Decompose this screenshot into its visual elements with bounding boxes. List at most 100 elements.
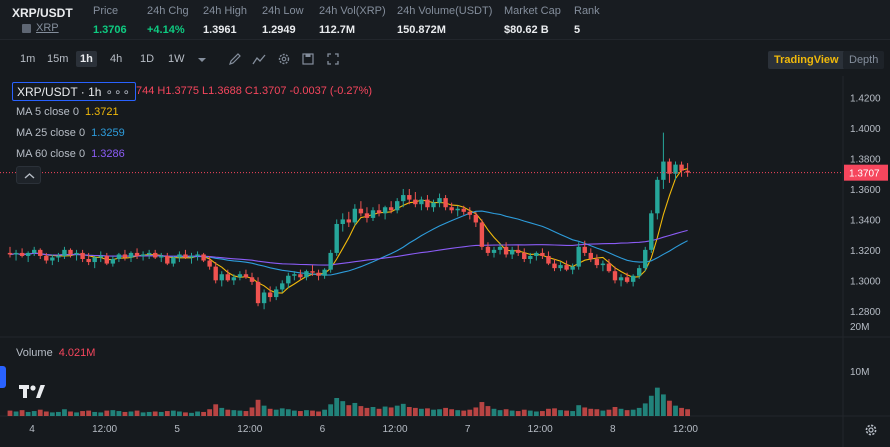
candle-body[interactable] xyxy=(576,246,581,267)
candle-body[interactable] xyxy=(165,255,170,264)
ma-legend-2[interactable]: MA 60 close 0 1.3286 xyxy=(16,148,125,160)
settings-gear-icon[interactable] xyxy=(277,52,291,66)
candle-body[interactable] xyxy=(643,249,648,269)
candle-body[interactable] xyxy=(92,257,97,263)
candle-body[interactable] xyxy=(437,198,442,203)
candle-body[interactable] xyxy=(661,161,666,180)
depth-tab[interactable]: Depth xyxy=(843,51,885,69)
candle-body[interactable] xyxy=(540,252,545,256)
candle-body[interactable] xyxy=(56,255,61,258)
candle-body[interactable] xyxy=(522,252,527,260)
candle-body[interactable] xyxy=(274,289,279,298)
candle-body[interactable] xyxy=(582,246,587,253)
timeframe-1d[interactable]: 1D xyxy=(140,53,155,65)
candle-body[interactable] xyxy=(104,255,109,264)
candle-body[interactable] xyxy=(177,254,182,258)
candle-body[interactable] xyxy=(267,292,273,298)
candle-body[interactable] xyxy=(122,254,128,258)
candle-body[interactable] xyxy=(280,283,285,290)
candle-body[interactable] xyxy=(594,259,600,266)
candle-body[interactable] xyxy=(310,271,315,273)
candle-body[interactable] xyxy=(334,223,339,253)
candle-body[interactable] xyxy=(110,259,116,264)
candle-body[interactable] xyxy=(231,277,237,281)
candle-body[interactable] xyxy=(213,266,218,281)
draw-pencil-icon[interactable] xyxy=(228,52,242,66)
ma-legend-0[interactable]: MA 5 close 0 1.3721 xyxy=(16,106,119,118)
candle-body[interactable] xyxy=(685,170,690,173)
candle-body[interactable] xyxy=(316,272,321,276)
chart-area[interactable]: 1.4200 1.4000 1.3800 1.3600 1.3400 1.3200 1.30… xyxy=(0,76,890,447)
candle-body[interactable] xyxy=(153,252,158,258)
candle-body[interactable] xyxy=(413,199,418,205)
coin-row[interactable]: XRP xyxy=(22,22,59,34)
candle-body[interactable] xyxy=(552,263,557,269)
candle-body[interactable] xyxy=(201,254,206,261)
timeframe-4h[interactable]: 4h xyxy=(110,53,123,65)
candle-body[interactable] xyxy=(340,219,345,224)
candle-body[interactable] xyxy=(485,246,491,253)
candle-body[interactable] xyxy=(564,265,569,270)
timeframe-dropdown-chevron-icon[interactable] xyxy=(195,52,209,66)
indicators-icon[interactable] xyxy=(252,52,266,66)
pair-name[interactable]: XRP/USDT xyxy=(12,6,73,20)
candle-body[interactable] xyxy=(497,246,503,250)
candle-body[interactable] xyxy=(134,252,140,256)
candle-body[interactable] xyxy=(431,202,436,208)
candle-body[interactable] xyxy=(255,281,261,304)
candle-body[interactable] xyxy=(637,268,642,276)
candle-body[interactable] xyxy=(570,266,575,270)
candle-body[interactable] xyxy=(237,274,243,278)
candle-body[interactable] xyxy=(32,249,37,253)
candle-body[interactable] xyxy=(491,249,497,253)
candle-body[interactable] xyxy=(546,255,551,264)
chart-settings-gear-icon[interactable] xyxy=(864,423,878,437)
candle-body[interactable] xyxy=(328,252,333,270)
candle-body[interactable] xyxy=(146,252,152,255)
candle-body[interactable] xyxy=(364,213,370,218)
candle-body[interactable] xyxy=(618,277,624,281)
candle-body[interactable] xyxy=(128,252,134,258)
candle-body[interactable] xyxy=(516,249,521,253)
candle-body[interactable] xyxy=(443,198,448,208)
candle-body[interactable] xyxy=(62,249,67,256)
candle-body[interactable] xyxy=(679,164,684,171)
candle-body[interactable] xyxy=(346,219,351,223)
candle-body[interactable] xyxy=(370,210,376,218)
candle-body[interactable] xyxy=(419,199,424,205)
candle-body[interactable] xyxy=(352,208,358,223)
coin-link[interactable]: XRP xyxy=(36,22,59,34)
tradingview-tab[interactable]: TradingView xyxy=(768,51,845,69)
drawing-panel-toggle[interactable] xyxy=(0,366,6,388)
candle-body[interactable] xyxy=(503,246,509,255)
collapse-legend-button[interactable] xyxy=(16,166,41,184)
candle-body[interactable] xyxy=(612,271,618,281)
candle-body[interactable] xyxy=(195,254,200,256)
candle-body[interactable] xyxy=(479,222,485,247)
candle-body[interactable] xyxy=(395,201,400,211)
candle-body[interactable] xyxy=(189,255,194,258)
more-options-icon[interactable]: ∘∘∘ xyxy=(105,85,132,99)
save-icon[interactable] xyxy=(301,52,315,66)
candle-body[interactable] xyxy=(159,255,164,258)
candle-body[interactable] xyxy=(388,207,394,211)
candle-body[interactable] xyxy=(655,179,660,214)
candle-body[interactable] xyxy=(606,263,612,272)
timeframe-1w[interactable]: 1W xyxy=(168,53,185,65)
candle-body[interactable] xyxy=(376,210,382,214)
candle-body[interactable] xyxy=(50,257,55,261)
candle-body[interactable] xyxy=(68,249,73,255)
candle-body[interactable] xyxy=(292,274,297,276)
candle-body[interactable] xyxy=(558,265,563,269)
candle-body[interactable] xyxy=(298,274,303,278)
candle-body[interactable] xyxy=(358,208,364,214)
legend-symbol[interactable]: XRP/USDT · 1h ∘∘∘ xyxy=(12,82,137,101)
candle-body[interactable] xyxy=(286,275,291,284)
candle-body[interactable] xyxy=(600,263,606,266)
candle-body[interactable] xyxy=(528,255,533,260)
candle-body[interactable] xyxy=(630,275,636,282)
candle-body[interactable] xyxy=(140,254,146,256)
candle-body[interactable] xyxy=(86,259,91,263)
candle-body[interactable] xyxy=(509,249,515,255)
candle-body[interactable] xyxy=(207,260,212,267)
